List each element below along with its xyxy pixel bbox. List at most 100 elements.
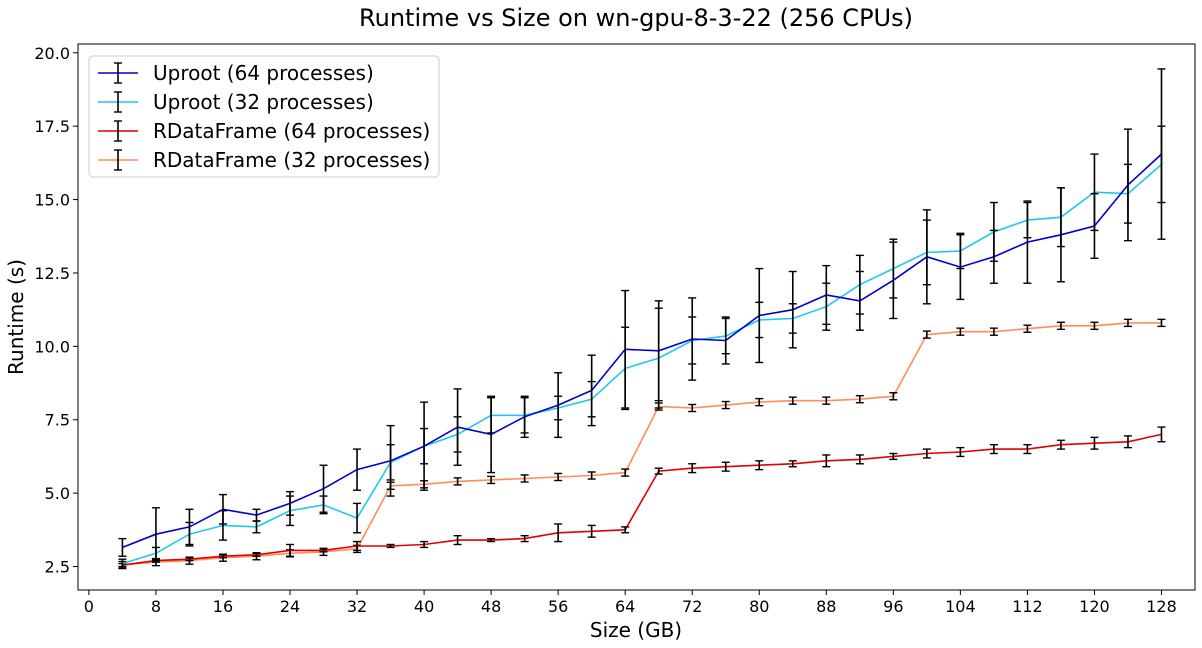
error-bar xyxy=(487,537,496,543)
y-tick-label: 7.5 xyxy=(45,411,70,430)
error-bar xyxy=(420,401,429,491)
legend-label: RDataFrame (64 processes) xyxy=(153,119,430,143)
y-tick-label: 10.0 xyxy=(34,337,70,356)
x-tick-label: 32 xyxy=(347,597,367,616)
error-bar xyxy=(487,395,496,474)
error-bar xyxy=(1023,200,1032,284)
error-bar xyxy=(822,454,831,468)
error-bar xyxy=(788,270,797,349)
series-rdataframe-32 xyxy=(118,318,1166,570)
error-bar xyxy=(922,330,931,339)
error-bar xyxy=(721,461,730,472)
error-bar xyxy=(286,543,295,557)
error-bar xyxy=(1056,439,1065,450)
error-bar xyxy=(1056,187,1065,283)
error-bar xyxy=(956,446,965,458)
error-bar xyxy=(587,354,596,427)
error-bar xyxy=(621,468,630,477)
y-tick-label: 2.5 xyxy=(45,558,70,577)
series-rdataframe-64 xyxy=(118,426,1166,568)
error-bar xyxy=(922,448,931,459)
error-bar xyxy=(118,537,127,557)
x-tick-label: 112 xyxy=(1012,597,1043,616)
error-bar xyxy=(420,540,429,549)
error-bar xyxy=(587,471,596,480)
x-tick-label: 128 xyxy=(1146,597,1177,616)
error-bar xyxy=(1123,435,1132,449)
x-tick-label: 56 xyxy=(548,597,568,616)
error-bar xyxy=(889,452,898,461)
y-tick-label: 12.5 xyxy=(34,264,70,283)
y-axis: 2.5 5.0 7.5 10.0 12.5 15.0 17.5 20.0 xyxy=(34,44,78,577)
error-bar xyxy=(855,270,864,331)
plot-area xyxy=(118,68,1166,570)
legend-label: Uproot (64 processes) xyxy=(153,61,374,85)
error-bar xyxy=(822,264,831,326)
error-bar xyxy=(587,524,596,538)
error-bar xyxy=(1157,426,1166,443)
error-bar xyxy=(688,297,697,381)
error-bar xyxy=(1123,128,1132,242)
error-bar xyxy=(1023,443,1032,455)
error-bar xyxy=(554,372,563,439)
x-tick-label: 88 xyxy=(816,597,836,616)
x-tick-label: 24 xyxy=(280,597,300,616)
error-bar xyxy=(855,394,864,404)
error-bar xyxy=(855,454,864,465)
legend-item: Uproot (32 processes) xyxy=(98,90,374,114)
error-bar xyxy=(721,400,730,410)
error-bar xyxy=(1157,68,1166,240)
error-bar xyxy=(353,502,362,534)
error-bar xyxy=(889,241,898,320)
x-tick-label: 8 xyxy=(151,597,161,616)
error-bar xyxy=(822,396,831,405)
error-bar xyxy=(755,460,764,471)
error-bar xyxy=(185,557,194,562)
series-line-rdataframe-32 xyxy=(122,322,1162,566)
x-axis-label: Size (GB) xyxy=(590,618,682,642)
error-bar xyxy=(252,508,261,522)
series-line-uproot-64 xyxy=(122,153,1163,549)
error-bar xyxy=(218,493,227,525)
error-bar xyxy=(1090,321,1099,331)
x-tick-label: 16 xyxy=(213,597,233,616)
error-bar xyxy=(453,534,462,546)
error-bar xyxy=(554,523,563,543)
series-line-rdataframe-64 xyxy=(122,433,1162,566)
legend-item: RDataFrame (64 processes) xyxy=(98,119,430,143)
error-bar xyxy=(252,552,261,557)
error-bar xyxy=(1090,193,1099,259)
error-bar xyxy=(286,490,295,516)
legend-item: Uproot (64 processes) xyxy=(98,61,374,85)
error-bar xyxy=(788,460,797,468)
error-bar xyxy=(688,463,697,474)
error-bar xyxy=(889,392,898,401)
error-bar xyxy=(386,424,395,497)
error-bar xyxy=(922,209,931,305)
error-bar xyxy=(721,316,730,365)
x-axis: 0 8 16 24 32 40 48 56 64 72 80 88 96 104 112 120 128 xyxy=(84,590,1177,616)
error-bar xyxy=(386,543,395,549)
error-bar xyxy=(621,526,630,534)
chart-title: Runtime vs Size on wn-gpu-8-3-22 (256 CP… xyxy=(359,4,913,32)
error-bar xyxy=(353,540,362,552)
error-bar xyxy=(1123,318,1132,328)
error-bar xyxy=(1090,436,1099,450)
error-bar xyxy=(1157,318,1166,328)
x-tick-label: 64 xyxy=(615,597,635,616)
error-bar xyxy=(319,464,328,513)
y-tick-label: 20.0 xyxy=(34,44,70,63)
series-uproot-64 xyxy=(118,68,1166,562)
error-bar xyxy=(520,395,529,439)
legend-label: Uproot (32 processes) xyxy=(153,90,374,114)
error-bar xyxy=(353,448,362,491)
error-bar xyxy=(788,396,797,405)
x-tick-label: 120 xyxy=(1079,597,1110,616)
plot-frame xyxy=(77,43,1196,591)
error-bar xyxy=(218,554,227,559)
x-tick-label: 48 xyxy=(481,597,501,616)
x-tick-label: 40 xyxy=(414,597,434,616)
error-bar xyxy=(185,508,194,546)
error-bar xyxy=(453,477,462,486)
